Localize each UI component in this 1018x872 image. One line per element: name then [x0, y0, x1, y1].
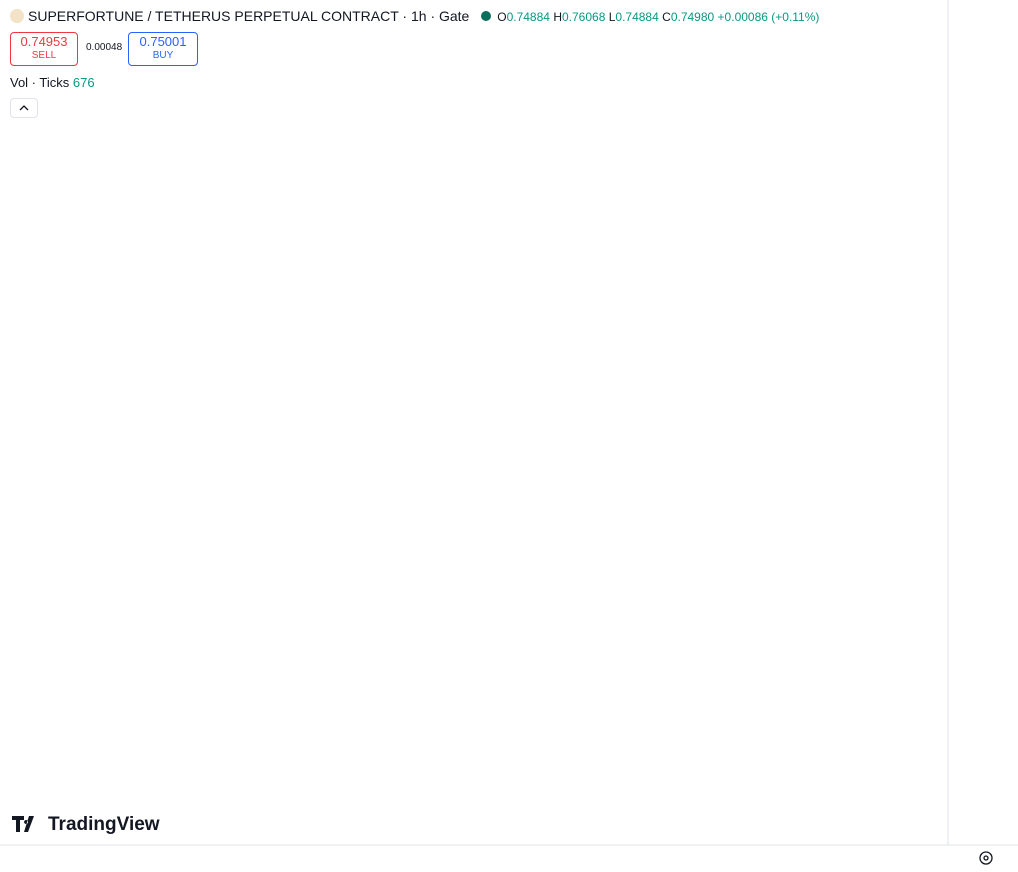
- buy-button[interactable]: 0.75001 BUY: [128, 32, 198, 66]
- volume-value: 676: [72, 75, 95, 90]
- volume-legend: Vol · Ticks 676: [10, 75, 95, 90]
- symbol-icon: [10, 9, 24, 23]
- title: SUPERFORTUNE / TETHERUS PERPETUAL CONTRA…: [28, 8, 470, 24]
- status-dot: [481, 11, 492, 21]
- logo-icon: [12, 816, 34, 832]
- open-value: 0.74884: [506, 10, 550, 24]
- sell-price: 0.74953: [20, 34, 68, 49]
- spread: 0.00048: [86, 42, 123, 53]
- change: +0.00086 (+0.11%): [717, 10, 820, 24]
- logo-text: TradingView: [48, 814, 160, 835]
- low-value: 0.74884: [615, 10, 659, 24]
- buy-price: 0.75001: [139, 34, 187, 49]
- o-label: O: [497, 10, 507, 24]
- h-label: H: [553, 10, 562, 24]
- close-value: 0.74980: [670, 10, 715, 24]
- buy-label: BUY: [152, 50, 174, 61]
- high-value: 0.76068: [561, 10, 606, 24]
- volume-label: Vol · Ticks: [10, 75, 70, 90]
- collapse-icon: [19, 105, 29, 111]
- settings-icon[interactable]: [979, 851, 993, 865]
- symbol-title: SUPERFORTUNE / TETHERUS PERPETUAL CONTRA…: [10, 8, 819, 24]
- sell-button[interactable]: 0.74953 SELL: [10, 32, 78, 66]
- sell-label: SELL: [31, 50, 57, 61]
- collapse-button[interactable]: [10, 98, 38, 118]
- l-label: L: [608, 10, 616, 24]
- c-label: C: [662, 10, 671, 24]
